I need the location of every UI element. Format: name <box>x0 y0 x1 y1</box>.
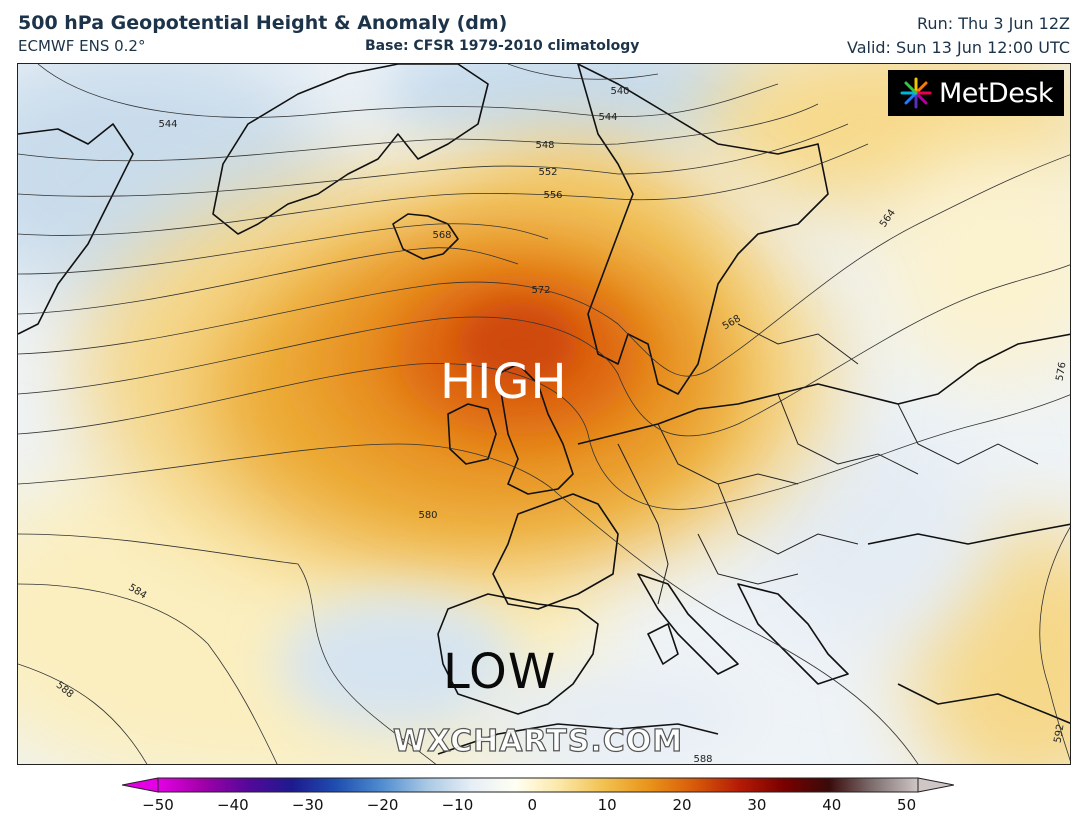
contour-label: 568 <box>432 230 451 241</box>
contour-label: 544 <box>158 119 177 130</box>
colorbar-tick-label: −20 <box>366 796 399 814</box>
forecast-map: 540 544 544 548 552 556 568 572 580 584 … <box>17 63 1071 765</box>
valid-time: Valid: Sun 13 Jun 12:00 UTC <box>847 38 1070 57</box>
model-name: ECMWF ENS 0.2° <box>18 37 146 55</box>
map-canvas: 540 544 544 548 552 556 568 572 580 584 … <box>18 64 1070 765</box>
contour-label: 548 <box>535 140 554 151</box>
run-time: Run: Thu 3 Jun 12Z <box>917 14 1070 33</box>
climatology-base: Base: CFSR 1979-2010 climatology <box>365 38 640 54</box>
contour-label: 576 <box>1054 361 1068 382</box>
chart-title: 500 hPa Geopotential Height & Anomaly (d… <box>18 12 508 34</box>
colorbar-tick-label: 10 <box>597 796 617 814</box>
contour-label: 580 <box>418 510 437 521</box>
colorbar-tick-label: −40 <box>217 796 249 814</box>
colorbar-extend-max <box>917 777 954 793</box>
contour-label: 588 <box>693 754 712 765</box>
pinwheel-icon <box>900 77 932 109</box>
colorbar-tick-label: −30 <box>291 796 324 814</box>
colorbar-tick-label: 30 <box>747 796 767 814</box>
contour-label: 572 <box>531 285 550 296</box>
contour-label: 556 <box>543 190 562 201</box>
colorbar-tick-label: −10 <box>441 796 474 814</box>
colorbar-tick-label: −50 <box>142 796 174 814</box>
logo-text: MetDesk <box>938 77 1054 109</box>
contour-label: 544 <box>598 112 617 123</box>
coastlines <box>18 64 1070 755</box>
colorbar-gradient <box>157 777 919 793</box>
contour-label: 540 <box>610 86 629 97</box>
contour-label: 592 <box>1052 723 1066 744</box>
colorbar-tick-label: 20 <box>672 796 692 814</box>
colorbar-tick-label: 0 <box>527 796 538 814</box>
colorbar-tick-label: 50 <box>897 796 917 814</box>
country-borders <box>617 323 1039 605</box>
low-pressure-label: LOW <box>443 644 557 700</box>
colorbar-extend-min <box>122 777 159 793</box>
metdesk-logo: MetDesk <box>888 70 1064 116</box>
colorbar-tick-label: 40 <box>822 796 842 814</box>
high-pressure-label: HIGH <box>440 354 568 410</box>
watermark: WXCHARTS.COM <box>392 723 684 759</box>
contour-label: 552 <box>538 167 557 178</box>
anomaly-colorbar <box>122 777 954 793</box>
height-contours <box>18 64 1070 764</box>
